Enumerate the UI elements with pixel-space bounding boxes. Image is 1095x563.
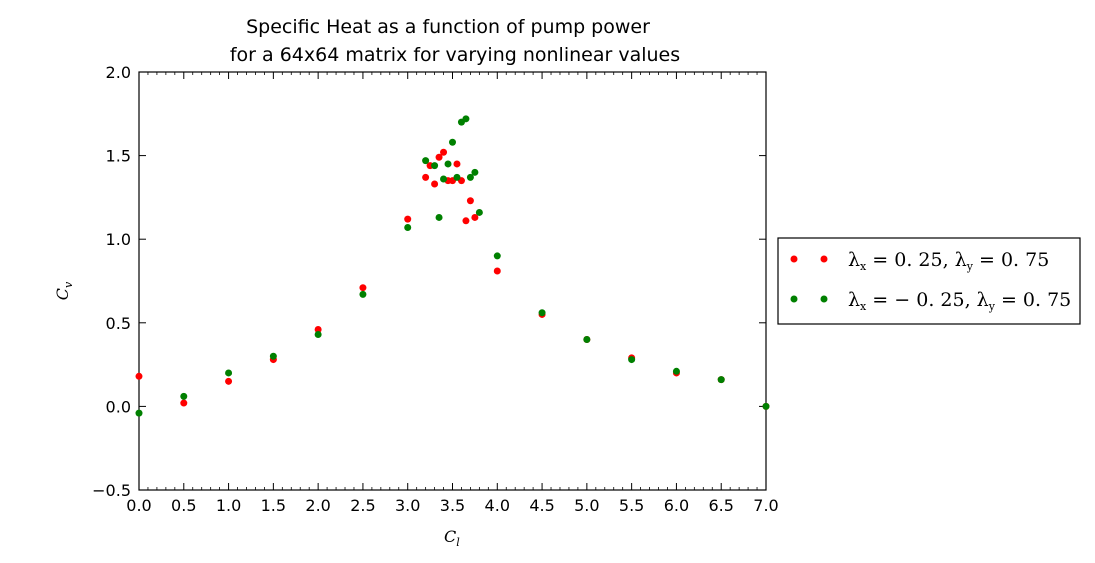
data-point-series-2 bbox=[440, 175, 448, 183]
x-axis-label: Cl bbox=[444, 527, 460, 549]
x-axis-label-main: C bbox=[444, 527, 456, 546]
x-tick-label: 3.0 bbox=[395, 496, 420, 515]
legend-subscript-x: x bbox=[860, 300, 867, 313]
legend-label-series-1: λx = 0. 25, λy = 0. 75 bbox=[848, 249, 1049, 273]
legend-subscript-y: y bbox=[988, 300, 996, 313]
x-tick-label: 0.0 bbox=[126, 496, 151, 515]
data-point-series-2 bbox=[762, 402, 770, 410]
data-point-series-1 bbox=[359, 284, 367, 292]
x-tick-label: 6.5 bbox=[708, 496, 733, 515]
legend-lambda-x-symbol: λ bbox=[848, 289, 860, 311]
data-point-series-2 bbox=[717, 376, 725, 384]
y-tick-labels: −0.5 0.0 0.5 1.0 1.5 2.0 bbox=[92, 63, 131, 500]
data-point-series-2 bbox=[672, 367, 680, 375]
x-tick-label: 5.5 bbox=[619, 496, 644, 515]
x-tick-label: 2.5 bbox=[350, 496, 375, 515]
svg-text:Cv: Cv bbox=[53, 281, 75, 300]
data-point-series-1 bbox=[135, 372, 143, 380]
legend-eq-2: = 0. 75 bbox=[973, 249, 1049, 271]
data-point-series-1 bbox=[440, 148, 448, 156]
data-point-series-2 bbox=[493, 252, 501, 260]
data-point-series-1 bbox=[453, 160, 461, 168]
data-point-series-1 bbox=[314, 325, 322, 333]
svg-text:Cl: Cl bbox=[444, 527, 460, 549]
data-point-series-2 bbox=[422, 157, 430, 165]
data-point-series-2 bbox=[462, 115, 470, 123]
y-tick-label: 0.5 bbox=[106, 314, 131, 333]
legend-box bbox=[777, 237, 1081, 325]
legend-marker-red bbox=[820, 255, 828, 263]
legend-label-series-2: λx = − 0. 25, λy = 0. 75 bbox=[848, 289, 1071, 313]
x-axis-label-subscript: l bbox=[456, 536, 460, 549]
data-points bbox=[135, 115, 770, 417]
data-point-series-2 bbox=[225, 369, 233, 377]
x-tick-label: 4.5 bbox=[529, 496, 554, 515]
data-point-series-2 bbox=[449, 138, 456, 146]
y-tick-label: −0.5 bbox=[92, 481, 131, 500]
x-tick-label: 6.0 bbox=[664, 496, 689, 515]
x-tick-label: 4.0 bbox=[485, 496, 510, 515]
y-axis-label-main: C bbox=[53, 288, 72, 300]
data-point-series-1 bbox=[493, 267, 501, 275]
data-point-series-2 bbox=[359, 290, 367, 298]
data-point-series-1 bbox=[466, 197, 474, 205]
x-tick-label: 3.5 bbox=[440, 496, 465, 515]
data-point-series-2 bbox=[314, 331, 322, 338]
axis-ticks bbox=[138, 71, 767, 491]
data-point-series-2 bbox=[466, 173, 474, 181]
chart-title: Specific Heat as a function of pump powe… bbox=[230, 16, 680, 66]
data-point-series-2 bbox=[435, 213, 443, 221]
data-point-series-2 bbox=[269, 352, 277, 360]
data-point-series-1 bbox=[435, 153, 443, 161]
data-point-series-1 bbox=[180, 399, 188, 407]
x-tick-label: 2.0 bbox=[305, 496, 330, 515]
legend-marker-green bbox=[790, 295, 798, 303]
chart-title-line-2: for a 64x64 matrix for varying nonlinear… bbox=[230, 44, 680, 66]
data-point-series-2 bbox=[453, 173, 461, 181]
y-tick-label: 0.0 bbox=[106, 397, 131, 416]
x-tick-label: 1.0 bbox=[216, 496, 241, 515]
data-point-series-2 bbox=[180, 392, 188, 400]
legend-eq-1: = 0. 25, λ bbox=[866, 249, 966, 271]
x-tick-label: 7.0 bbox=[753, 496, 778, 515]
plot-area bbox=[138, 71, 767, 491]
legend-marker-green bbox=[820, 295, 828, 303]
legend-eq-4: = 0. 75 bbox=[995, 289, 1071, 311]
legend: λx = 0. 25, λy = 0. 75 λx = − 0. 25, λy … bbox=[777, 237, 1081, 325]
data-point-series-1 bbox=[404, 215, 412, 223]
legend-marker-red bbox=[790, 255, 798, 263]
data-point-series-2 bbox=[135, 409, 143, 417]
x-tick-label: 1.5 bbox=[261, 496, 286, 515]
x-tick-label: 5.0 bbox=[574, 496, 599, 515]
data-point-series-1 bbox=[225, 377, 233, 385]
y-axis-label: Cv bbox=[53, 281, 75, 300]
data-point-series-1 bbox=[431, 180, 439, 188]
data-point-series-2 bbox=[538, 309, 546, 317]
y-tick-label: 2.0 bbox=[106, 63, 131, 82]
chart-title-line-1: Specific Heat as a function of pump powe… bbox=[246, 16, 650, 38]
data-point-series-1 bbox=[471, 213, 479, 221]
legend-lambda-x-symbol: λ bbox=[848, 249, 860, 271]
data-point-series-2 bbox=[583, 336, 591, 344]
data-point-series-2 bbox=[471, 168, 479, 176]
data-point-series-2 bbox=[404, 224, 412, 231]
y-tick-label: 1.0 bbox=[106, 230, 131, 249]
legend-subscript-x: x bbox=[860, 260, 867, 273]
x-tick-label: 0.5 bbox=[171, 496, 196, 515]
x-tick-labels: 0.0 0.5 1.0 1.5 2.0 2.5 3.0 3.5 4.0 4.5 5.0 5.5 6.0 6… bbox=[126, 496, 778, 515]
data-point-series-2 bbox=[444, 160, 452, 168]
data-point-series-2 bbox=[431, 162, 439, 170]
y-tick-label: 1.5 bbox=[106, 147, 131, 166]
y-axis-label-subscript: v bbox=[62, 281, 75, 288]
data-point-series-2 bbox=[628, 356, 636, 364]
legend-eq-3: = − 0. 25, λ bbox=[866, 289, 988, 311]
data-point-series-1 bbox=[422, 173, 430, 181]
data-point-series-2 bbox=[475, 208, 483, 216]
data-point-series-1 bbox=[462, 217, 470, 225]
legend-subscript-y: y bbox=[966, 260, 974, 273]
